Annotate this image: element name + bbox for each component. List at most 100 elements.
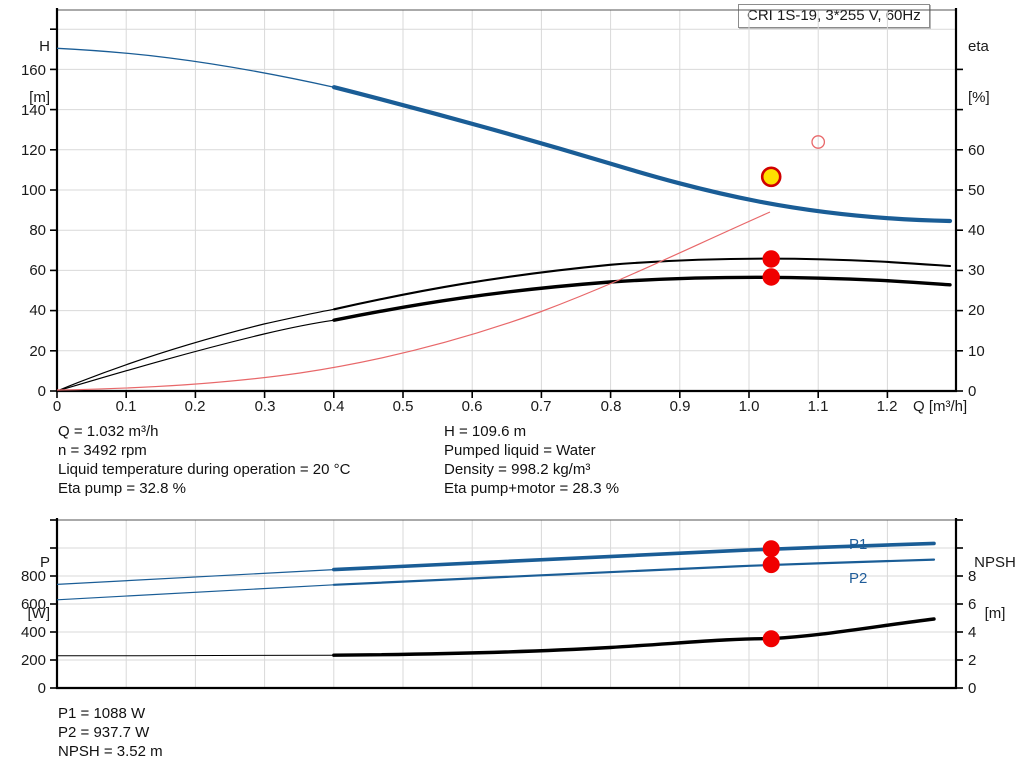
upper-xtick-0.6: 0.6 xyxy=(461,398,483,415)
duty-point-p2-marker xyxy=(762,556,780,574)
power-npsh-chart: P [W] NPSH [m] xyxy=(0,512,1024,702)
p2-curve-thick xyxy=(332,558,936,586)
upper-xtick-0.9: 0.9 xyxy=(669,398,691,415)
info-n: n = 3492 rpm xyxy=(58,442,147,459)
lower-right-axis-title-line2: [m] xyxy=(984,605,1006,622)
upper-xtick-0: 0 xyxy=(52,398,62,415)
upper-grid-vertical xyxy=(125,10,888,391)
lower-right-ytick-2: 2 xyxy=(968,652,977,669)
duty-point-p1-marker xyxy=(762,540,780,558)
upper-ytick-100: 100 xyxy=(20,182,46,199)
upper-grid-horizontal xyxy=(57,28,956,352)
lower-ytick-800: 800 xyxy=(20,568,46,585)
info-eta-pump-motor: Eta pump+motor = 28.3 % xyxy=(444,480,620,497)
upper-left-axis-title-line1: H xyxy=(39,38,50,55)
upper-ytick-40: 40 xyxy=(29,302,46,319)
upper-right-axis-title: eta [%] xyxy=(968,4,1022,140)
upper-right-ticks xyxy=(956,68,963,392)
p1-curve-thin xyxy=(56,569,334,585)
upper-ytick-140: 140 xyxy=(20,102,46,119)
duty-point-eta-pump-motor-marker xyxy=(762,268,780,286)
upper-left-axis-title: H [m] xyxy=(8,4,50,140)
upper-left-axis-title-line2: [m] xyxy=(29,89,50,106)
info-density: Density = 998.2 kg/m³ xyxy=(444,461,591,478)
info-eta-pump: Eta pump = 32.8 % xyxy=(58,480,186,497)
npsh-curve-thick xyxy=(332,617,936,657)
lower-right-ytick-0: 0 xyxy=(968,680,977,697)
upper-ytick-80: 80 xyxy=(29,222,46,239)
upper-right-ytick-40: 40 xyxy=(968,222,985,239)
upper-right-ytick-50: 50 xyxy=(968,182,985,199)
lower-grid-horizontal xyxy=(57,547,956,661)
lower-ytick-400: 400 xyxy=(20,624,46,641)
upper-ytick-60: 60 xyxy=(29,262,46,279)
lower-left-axis-title: P [W] xyxy=(8,520,51,656)
upper-right-axis-title-line1: eta xyxy=(968,38,989,55)
upper-xtick-0.7: 0.7 xyxy=(530,398,552,415)
duty-point-eta-pump-marker xyxy=(762,250,780,268)
upper-xtick-0.8: 0.8 xyxy=(600,398,622,415)
head-curve-thin xyxy=(56,47,335,88)
lower-right-ytick-8: 8 xyxy=(968,568,977,585)
lower-left-axis-title-line2: [W] xyxy=(27,605,51,622)
upper-xtick-1.2: 1.2 xyxy=(876,398,898,415)
lower-ytick-600: 600 xyxy=(20,596,46,613)
upper-right-ytick-60: 60 xyxy=(968,142,985,159)
model-title-badge: CRI 1S-19, 3*255 V, 60Hz xyxy=(738,4,930,28)
lower-right-axis-title: NPSH [m] xyxy=(966,520,1024,656)
upper-right-ytick-10: 10 xyxy=(968,343,985,360)
npsh-curve-thin xyxy=(56,654,334,657)
upper-ytick-120: 120 xyxy=(20,142,46,159)
eta-pump-curve-thin xyxy=(56,308,335,392)
upper-right-ytick-20: 20 xyxy=(968,302,985,319)
info-pumped-liquid: Pumped liquid = Water xyxy=(444,442,596,459)
upper-left-ticks xyxy=(50,28,57,392)
duty-point-head-marker xyxy=(760,166,782,188)
lower-right-ytick-4: 4 xyxy=(968,624,977,641)
upper-xtick-1.0: 1.0 xyxy=(738,398,760,415)
info-npsh: NPSH = 3.52 m xyxy=(58,743,163,760)
operating-data-upper: Q = 1.032 m³/h n = 3492 rpm Liquid tempe… xyxy=(0,420,1024,510)
lower-plot-canvas xyxy=(50,518,963,690)
upper-xtick-0.2: 0.2 xyxy=(184,398,206,415)
operating-data-upper-col-left: Q = 1.032 m³/h n = 3492 rpm Liquid tempe… xyxy=(58,422,350,498)
upper-ytick-160: 160 xyxy=(20,62,46,79)
head-efficiency-chart: H [m] eta [%] CRI 1S-19, 3*255 V, 60Hz xyxy=(8,4,1022,415)
upper-plot-canvas xyxy=(50,8,963,398)
upper-xtick-0.5: 0.5 xyxy=(392,398,414,415)
model-title-text: CRI 1S-19, 3*255 V, 60Hz xyxy=(747,7,921,24)
upper-xtick-0.1: 0.1 xyxy=(115,398,137,415)
lower-right-ytick-6: 6 xyxy=(968,596,977,613)
open-reference-point-icon xyxy=(811,135,826,149)
lower-right-ticks xyxy=(956,519,963,689)
info-h: H = 109.6 m xyxy=(444,423,527,440)
eta-pump-motor-curve-thick xyxy=(332,275,952,322)
info-liquid-temp: Liquid temperature during operation = 20… xyxy=(58,461,351,478)
head-curve-thick-tail xyxy=(334,87,950,225)
system-resistance-curve xyxy=(56,211,771,391)
info-q: Q = 1.032 m³/h xyxy=(58,423,159,440)
p1-curve-thick xyxy=(332,541,936,572)
upper-plot-axes xyxy=(55,8,958,393)
head-curve-thick xyxy=(331,85,953,224)
eta-pump-motor-curve-thin xyxy=(56,319,335,392)
p2-curve-label: P2 xyxy=(849,570,868,587)
p1-curve-label: P1 xyxy=(849,536,868,553)
upper-xtick-0.3: 0.3 xyxy=(254,398,276,415)
operating-data-lower: P1 = 1088 W P2 = 937.7 W NPSH = 3.52 m xyxy=(58,704,478,768)
info-p1: P1 = 1088 W xyxy=(58,705,146,722)
lower-ytick-0: 0 xyxy=(37,680,46,697)
upper-ytick-20: 20 xyxy=(29,343,46,360)
lower-left-ticks xyxy=(50,519,57,689)
lower-ytick-200: 200 xyxy=(20,652,46,669)
upper-right-ytick-30: 30 xyxy=(968,262,985,279)
info-p2: P2 = 937.7 W xyxy=(58,724,150,741)
upper-x-axis-title: Q [m³/h] xyxy=(913,398,968,415)
operating-data-upper-col-right: H = 109.6 m Pumped liquid = Water Densit… xyxy=(444,422,619,498)
upper-xtick-0.4: 0.4 xyxy=(323,398,345,415)
upper-right-axis-title-line2: [%] xyxy=(968,89,990,106)
upper-right-ytick-0: 0 xyxy=(968,383,977,400)
p2-curve-thin xyxy=(56,584,334,601)
upper-ytick-0: 0 xyxy=(37,383,46,400)
